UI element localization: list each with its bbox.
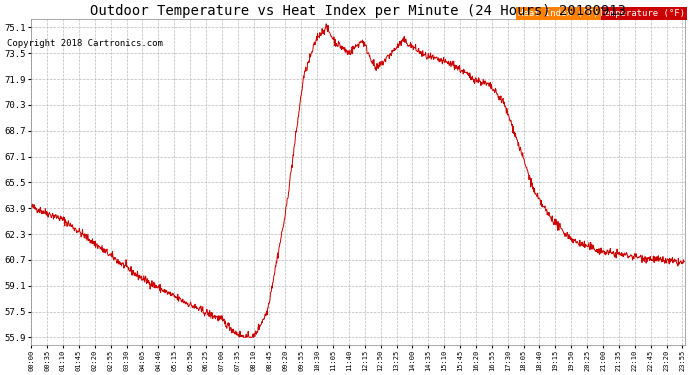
Text: Heat Index (°F): Heat Index (°F) bbox=[518, 9, 599, 18]
Text: Copyright 2018 Cartronics.com: Copyright 2018 Cartronics.com bbox=[7, 39, 163, 48]
Text: Temperature (°F): Temperature (°F) bbox=[599, 9, 684, 18]
Title: Outdoor Temperature vs Heat Index per Minute (24 Hours) 20180913: Outdoor Temperature vs Heat Index per Mi… bbox=[90, 4, 626, 18]
